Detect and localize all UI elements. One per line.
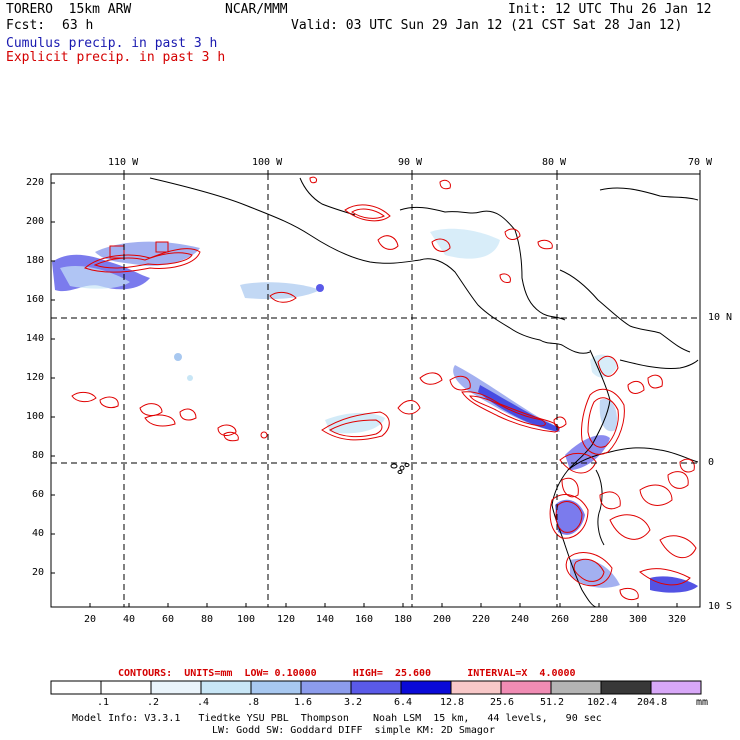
- center-name: NCAR/MMM: [225, 2, 288, 17]
- explicit-precip-contours: [71, 176, 697, 601]
- x-tick-label: 20: [84, 614, 97, 625]
- y-tick-label: 200: [26, 216, 45, 227]
- colorbar-label: 12.8: [440, 697, 465, 708]
- x-tick-label: 200: [433, 614, 452, 625]
- y-tick-label: 140: [26, 333, 45, 344]
- lat-lon-grid: [51, 174, 700, 607]
- y-tick-label: 180: [26, 255, 45, 266]
- colorbar-cell: [650, 680, 702, 695]
- x-tick-label: 240: [511, 614, 530, 625]
- forecast-label: Fcst:: [6, 18, 46, 33]
- x-tick-label: 100: [237, 614, 256, 625]
- colorbar-cell: [500, 680, 552, 695]
- y-tick-label: 40: [32, 528, 45, 539]
- x-tick-label: 40: [123, 614, 136, 625]
- x-tick-label: 80: [201, 614, 214, 625]
- colorbar-cell: [50, 680, 102, 695]
- colorbar-cell: [250, 680, 302, 695]
- colorbar: [50, 680, 702, 695]
- lon-label-100w: 100 W: [252, 157, 283, 168]
- y-tick-label: 100: [26, 411, 45, 422]
- colorbar-cell: [300, 680, 352, 695]
- colorbar-cell: [350, 680, 402, 695]
- colorbar-cell: [600, 680, 652, 695]
- x-tick-label: 320: [668, 614, 687, 625]
- colorbar-cell: [550, 680, 602, 695]
- colorbar-cell: [150, 680, 202, 695]
- x-tick-label: 220: [472, 614, 491, 625]
- x-tick-label: 140: [316, 614, 335, 625]
- y-tick-label: 220: [26, 177, 45, 188]
- lon-label-70w: 70 W: [688, 157, 713, 168]
- axis-ticks: [51, 170, 701, 607]
- forecast-hours: 63 h: [62, 18, 94, 33]
- colorbar-label: .4: [197, 697, 210, 708]
- colorbar-label: 3.2: [344, 697, 363, 708]
- cumulus-precip-shading: [52, 228, 698, 593]
- x-tick-label: 160: [355, 614, 374, 625]
- legend-explicit: Explicit precip. in past 3 h: [6, 50, 226, 65]
- x-tick-label: 300: [629, 614, 648, 625]
- lat-label-0: 0: [708, 457, 715, 468]
- lat-label-10n: 10 N: [708, 312, 733, 323]
- model-info: Model Info: V3.3.1 Tiedtke YSU PBL Thomp…: [72, 713, 602, 724]
- model-physics: LW: Godd SW: Goddard DIFF simple KM: 2D …: [212, 725, 495, 736]
- x-tick-label: 280: [590, 614, 609, 625]
- colorbar-cell: [400, 680, 452, 695]
- x-tick-label: 180: [394, 614, 413, 625]
- colorbar-label: 6.4: [394, 697, 413, 708]
- y-tick-label: 20: [32, 567, 45, 578]
- init-time: Init: 12 UTC Thu 26 Jan 12: [508, 2, 712, 17]
- lon-label-110w: 110 W: [108, 157, 139, 168]
- y-tick-label: 80: [32, 450, 45, 461]
- contours-info: CONTOURS: UNITS=mm LOW= 0.10000 HIGH= 25…: [118, 668, 576, 679]
- colorbar-cell: [100, 680, 152, 695]
- colorbar-label: 1.6: [294, 697, 313, 708]
- colorbar-label: 51.2: [540, 697, 565, 708]
- colorbar-unit: mm: [696, 697, 709, 708]
- y-tick-label: 60: [32, 489, 45, 500]
- colorbar-label: 204.8: [637, 697, 668, 708]
- lon-label-90w: 90 W: [398, 157, 423, 168]
- y-tick-label: 120: [26, 372, 45, 383]
- legend-cumulus: Cumulus precip. in past 3 h: [6, 36, 218, 51]
- colorbar-cell: [450, 680, 502, 695]
- colorbar-label: 25.6: [490, 697, 515, 708]
- valid-time: Valid: 03 UTC Sun 29 Jan 12 (21 CST Sat …: [291, 18, 683, 33]
- x-tick-label: 260: [551, 614, 570, 625]
- colorbar-label: .1: [97, 697, 110, 708]
- colorbar-label: .8: [247, 697, 260, 708]
- colorbar-label: .2: [147, 697, 160, 708]
- model-name: TORERO 15km ARW: [6, 2, 132, 17]
- lat-label-10s: 10 S: [708, 601, 733, 612]
- coastlines: [149, 177, 699, 608]
- colorbar-label: 102.4: [587, 697, 618, 708]
- y-tick-label: 160: [26, 294, 45, 305]
- lon-label-80w: 80 W: [542, 157, 567, 168]
- colorbar-cell: [200, 680, 252, 695]
- x-tick-label: 120: [277, 614, 296, 625]
- x-tick-label: 60: [162, 614, 175, 625]
